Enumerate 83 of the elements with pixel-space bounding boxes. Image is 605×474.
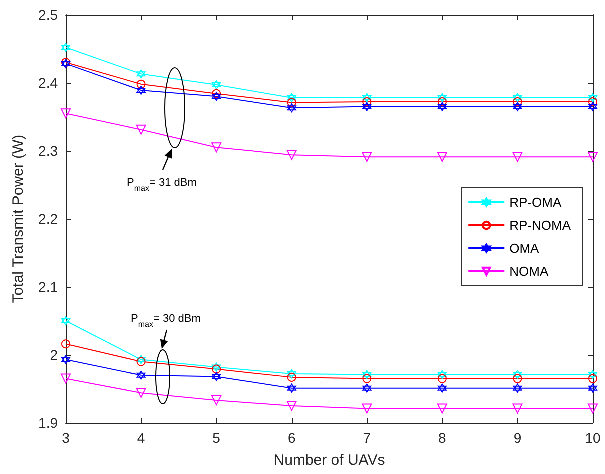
y-axis-title: Total Transmit Power (W) (10, 134, 27, 304)
x-tick-label: 9 (514, 430, 522, 446)
point (287, 98, 296, 108)
point (136, 86, 146, 95)
point (212, 92, 222, 102)
point (62, 43, 70, 52)
point (588, 384, 598, 393)
point (212, 89, 222, 98)
point (212, 372, 222, 382)
x-tick-label: 10 (585, 430, 601, 446)
point (362, 102, 372, 112)
point (512, 404, 523, 414)
point (437, 404, 448, 414)
point (362, 384, 372, 393)
x-tick-label: 5 (212, 430, 221, 446)
point (61, 374, 71, 384)
point (588, 404, 598, 414)
point (438, 384, 447, 393)
y-tick-label: 2.3 (38, 143, 58, 159)
point (287, 104, 296, 113)
point (588, 102, 598, 112)
point (287, 384, 296, 393)
y-tick-label: 2.5 (38, 7, 58, 23)
y-tick-label: 2.1 (38, 279, 58, 295)
annotation: P$_{max}$= 30 dBm (131, 313, 201, 328)
point (513, 384, 522, 393)
x-tick-label: 8 (438, 430, 447, 446)
point (438, 370, 447, 380)
x-tick-label: 7 (363, 430, 372, 446)
x-tick-label: 3 (62, 430, 70, 446)
y-tick-label: 1.9 (38, 415, 58, 431)
point (362, 404, 372, 414)
point (588, 152, 598, 162)
point (513, 98, 522, 107)
point (588, 374, 598, 384)
point (287, 372, 296, 382)
point (212, 142, 222, 153)
point (362, 370, 372, 380)
point (588, 98, 598, 107)
point (362, 152, 372, 162)
point (588, 93, 598, 102)
point (136, 80, 146, 89)
y-tick-label: 2.2 (38, 211, 58, 227)
annotation: P$_{max}$= 31 dBm (127, 177, 197, 192)
point (437, 152, 448, 162)
point (286, 150, 297, 160)
point (438, 98, 447, 107)
legend-label: NOMA (510, 264, 549, 279)
point (212, 364, 222, 374)
point (513, 93, 522, 102)
point (513, 370, 522, 380)
point (62, 355, 70, 364)
point (362, 93, 372, 102)
y-tick-label: 2 (50, 347, 58, 363)
point (362, 98, 372, 107)
x-tick-label: 4 (137, 430, 146, 446)
legend-label: OMA (510, 241, 540, 256)
point (212, 80, 222, 90)
point (512, 152, 523, 162)
point (62, 340, 70, 349)
y-tick-label: 2.4 (38, 75, 58, 91)
point (286, 401, 297, 411)
point (136, 357, 146, 366)
point (62, 316, 70, 326)
legend-label: RP-OMA (510, 195, 562, 210)
point (136, 70, 146, 79)
point (588, 370, 598, 380)
point (438, 102, 447, 112)
point (61, 108, 71, 119)
point (438, 93, 447, 102)
legend-label: RP-NOMA (510, 218, 572, 233)
point (513, 102, 522, 112)
point (438, 374, 447, 384)
point (287, 370, 296, 379)
point (287, 93, 296, 102)
point (212, 396, 222, 406)
point (362, 374, 372, 384)
point (136, 388, 146, 398)
point (513, 374, 522, 384)
point (136, 370, 146, 380)
point (136, 124, 146, 135)
x-tick-label: 6 (288, 430, 296, 446)
x-axis-title: Number of UAVs (274, 452, 386, 469)
